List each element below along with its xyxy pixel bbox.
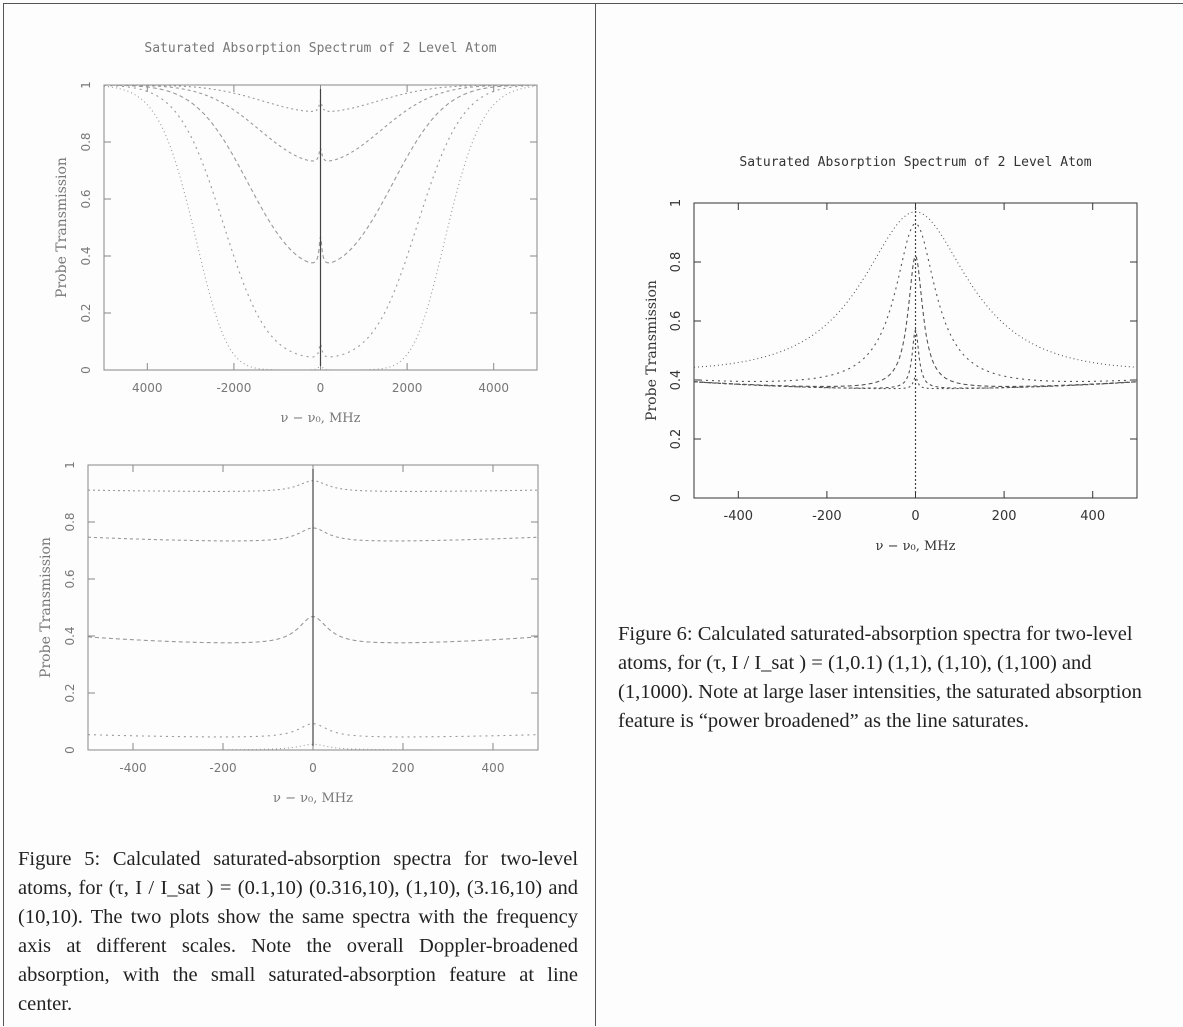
figure6-caption-text: Calculated saturated-absorption spectra … — [618, 623, 1142, 732]
fig5-bottom-ytick-label: 0.4 — [63, 626, 77, 645]
fig5-bottom-chart: -400 -200 0 200 400 0 0.2 0.4 0.6 0.8 1 ν − ν₀, MHz… — [0, 455, 594, 830]
fig5-top-ylabel: Probe Transmission — [54, 157, 70, 298]
fig5-top-xlabel: ν − ν₀, MHz — [281, 411, 361, 426]
fig5-bottom-xlabel: ν − ν₀, MHz — [273, 791, 353, 806]
fig5-bottom-xtick-label: -400 — [119, 761, 146, 775]
fig5-top-ytick-label: 0.8 — [79, 132, 93, 151]
fig6-series-line — [693, 255, 1138, 387]
fig6-title: Saturated Absorption Spectrum of 2 Level… — [739, 155, 1091, 170]
fig5-bottom-xtick-label: 0 — [309, 761, 317, 775]
fig5-top-chart: Saturated Absorption Spectrum of 2 Level… — [0, 0, 594, 440]
fig5-bottom-series-line — [88, 527, 538, 542]
fig6-chart: Saturated Absorption Spectrum of 2 Level… — [600, 150, 1183, 590]
fig5-top-ytick-label: 0 — [79, 366, 93, 374]
fig6-ytick-label: 0 — [669, 494, 684, 502]
fig5-top-ytick-label: 0.6 — [79, 189, 93, 208]
fig5-bottom-ytick-label: 0.8 — [63, 512, 77, 531]
figure6-panel-border — [594, 3, 1183, 4]
fig6-xtick-label: -400 — [724, 509, 754, 524]
fig5-bottom-ytick-label: 0.2 — [63, 683, 77, 702]
fig6-xtick-label: -200 — [812, 509, 842, 524]
fig6-xtick-label: 0 — [911, 509, 919, 524]
fig5-bottom-xtick-label: -200 — [209, 761, 236, 775]
fig6-ytick-label: 0.4 — [669, 370, 684, 391]
fig6-xtick-label: 400 — [1080, 509, 1105, 524]
fig6-xtick-label: 200 — [992, 509, 1017, 524]
fig5-top-ytick-label: 0.2 — [79, 303, 93, 322]
fig6-ylabel: Probe Transmission — [644, 280, 660, 421]
fig6-series-line — [693, 376, 1138, 390]
fig5-top-xtick-label: 4000 — [132, 381, 163, 395]
figure5-caption-text: Calculated saturated-absorption spectra … — [18, 848, 579, 1015]
fig5-bottom-xtick-label: 200 — [392, 761, 415, 775]
fig6-xlabel: ν − ν₀, MHz — [876, 539, 956, 554]
fig6-ytick-label: 0.8 — [669, 252, 684, 273]
figure6-caption: Figure 6: Calculated saturated-absorptio… — [618, 620, 1158, 736]
figure5-caption-label: Figure 5: — [18, 848, 101, 870]
figure6-caption-label: Figure 6: — [618, 623, 693, 645]
fig5-bottom-ylabel: Probe Transmission — [38, 537, 54, 678]
fig5-bottom-xtick-label: 400 — [482, 761, 505, 775]
fig5-top-xtick-label: 4000 — [478, 381, 509, 395]
fig5-bottom-series-line — [87, 723, 539, 738]
figure5-panel — [3, 3, 596, 1026]
fig5-top-xtick-label: 2000 — [392, 381, 423, 395]
fig5-top-ytick-label: 0.4 — [79, 246, 93, 265]
fig6-series-line — [694, 223, 1137, 383]
fig5-bottom-ytick-label: 1 — [63, 461, 77, 469]
fig5-top-series-line — [104, 84, 537, 358]
fig6-ytick-label: 0.2 — [669, 429, 684, 450]
fig5-bottom-ytick-label: 0.6 — [63, 569, 77, 588]
fig5-bottom-ytick-label: 0 — [63, 746, 77, 754]
fig6-ytick-label: 0.6 — [669, 311, 684, 332]
fig5-top-xtick-label: -2000 — [216, 381, 251, 395]
fig5-top-title: Saturated Absorption Spectrum of 2 Level… — [144, 41, 496, 56]
fig5-top-xtick-label: 0 — [317, 381, 325, 395]
fig6-ytick-label: 1 — [669, 199, 684, 207]
fig5-top-ytick-label: 1 — [79, 81, 93, 89]
figure5-caption: Figure 5: Calculated saturated-absorptio… — [18, 845, 578, 1019]
